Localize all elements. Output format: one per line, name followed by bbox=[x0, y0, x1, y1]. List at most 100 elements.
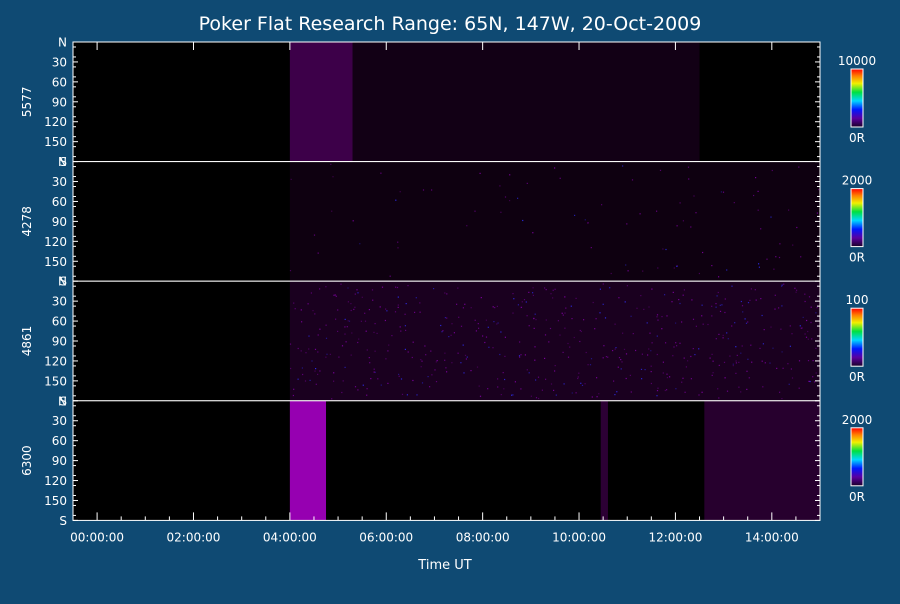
chart-title: Poker Flat Research Range: 65N, 147W, 20… bbox=[199, 13, 702, 35]
noise-speckle bbox=[411, 356, 413, 359]
noise-speckle bbox=[790, 368, 792, 370]
noise-speckle bbox=[642, 270, 644, 272]
noise-speckle bbox=[350, 309, 352, 312]
noise-speckle bbox=[640, 295, 642, 297]
noise-speckle bbox=[420, 366, 422, 368]
noise-speckle bbox=[781, 285, 783, 287]
noise-speckle bbox=[692, 348, 694, 350]
x-axis-label: Time UT bbox=[417, 558, 471, 573]
noise-speckle bbox=[701, 315, 703, 317]
x-tick-label: 12:00:00 bbox=[648, 530, 702, 544]
noise-speckle bbox=[376, 332, 378, 334]
noise-speckle bbox=[741, 345, 743, 347]
noise-speckle bbox=[337, 330, 339, 332]
panel-label-5577: 5577 bbox=[20, 87, 34, 118]
noise-speckle bbox=[562, 314, 564, 316]
noise-speckle bbox=[517, 197, 519, 199]
noise-speckle bbox=[293, 388, 295, 390]
emission-band-1 bbox=[352, 42, 700, 162]
panel-4278: N 30 60 90 120 150 S 4278 bbox=[20, 155, 821, 289]
noise-speckle bbox=[622, 165, 624, 167]
noise-speckle bbox=[613, 380, 615, 382]
noise-speckle bbox=[701, 304, 703, 306]
noise-speckle bbox=[735, 362, 737, 364]
noise-speckle bbox=[702, 251, 704, 254]
noise-speckle bbox=[807, 338, 809, 340]
noise-speckle bbox=[317, 351, 319, 353]
noise-speckle bbox=[535, 379, 537, 381]
noise-speckle bbox=[356, 289, 358, 291]
noise-speckle bbox=[574, 214, 576, 216]
noise-speckle bbox=[314, 370, 316, 372]
noise-speckle bbox=[679, 342, 681, 344]
noise-speckle bbox=[651, 288, 653, 290]
noise-speckle bbox=[626, 285, 628, 287]
noise-speckle bbox=[487, 326, 489, 328]
noise-speckle bbox=[694, 354, 696, 356]
noise-speckle bbox=[554, 167, 556, 169]
noise-speckle bbox=[781, 305, 783, 307]
x-tick-label: 02:00:00 bbox=[167, 530, 221, 544]
noise-speckle bbox=[816, 212, 818, 214]
noise-speckle bbox=[380, 384, 382, 386]
noise-speckle bbox=[758, 263, 760, 265]
noise-speckle bbox=[758, 266, 760, 268]
noise-speckle bbox=[325, 356, 327, 358]
noise-speckle bbox=[795, 291, 797, 293]
noise-speckle bbox=[769, 362, 771, 364]
noise-speckle bbox=[528, 372, 530, 374]
noise-speckle bbox=[325, 286, 327, 288]
noise-speckle bbox=[804, 300, 806, 303]
noise-speckle bbox=[729, 355, 731, 357]
noise-speckle bbox=[341, 391, 343, 394]
noise-speckle bbox=[554, 288, 556, 290]
noise-speckle bbox=[504, 378, 506, 381]
noise-speckle bbox=[715, 306, 717, 308]
x-tick-label: 06:00:00 bbox=[359, 530, 413, 544]
noise-speckle bbox=[602, 303, 604, 305]
panel-background bbox=[73, 42, 820, 162]
noise-speckle bbox=[748, 377, 750, 379]
noise-speckle bbox=[810, 306, 812, 308]
noise-speckle bbox=[319, 328, 321, 330]
noise-speckle bbox=[365, 330, 367, 332]
noise-speckle bbox=[719, 310, 722, 312]
noise-speckle bbox=[433, 288, 435, 290]
noise-speckle bbox=[497, 386, 499, 388]
noise-speckle bbox=[350, 354, 352, 356]
noise-speckle bbox=[798, 387, 800, 389]
y-tick-label: N bbox=[58, 394, 67, 408]
noise-speckle bbox=[740, 352, 742, 354]
noise-speckle bbox=[707, 323, 709, 326]
noise-speckle bbox=[548, 341, 550, 343]
panel-background bbox=[73, 161, 820, 282]
noise-speckle bbox=[422, 189, 425, 191]
noise-speckle bbox=[544, 287, 546, 289]
noise-speckle bbox=[776, 367, 778, 369]
noise-speckle bbox=[750, 344, 752, 346]
noise-speckle bbox=[387, 382, 389, 384]
noise-speckle bbox=[372, 299, 374, 301]
noise-speckle bbox=[664, 389, 666, 392]
noise-speckle bbox=[630, 391, 632, 393]
colorbar-4861: 100 0R bbox=[846, 293, 869, 384]
noise-speckle bbox=[564, 296, 566, 298]
noise-speckle bbox=[482, 335, 484, 337]
noise-speckle bbox=[618, 357, 621, 359]
colorbar-5577: 10000 0R bbox=[838, 54, 876, 145]
noise-speckle bbox=[431, 374, 433, 376]
panel-5577: N 30 60 90 120 150 S 5577 bbox=[20, 36, 821, 169]
noise-speckle bbox=[526, 369, 528, 371]
noise-speckle bbox=[424, 345, 426, 347]
noise-speckle bbox=[354, 386, 357, 388]
noise-speckle bbox=[796, 226, 798, 229]
noise-speckle bbox=[755, 177, 757, 179]
noise-speckle bbox=[685, 366, 687, 368]
noise-speckle bbox=[675, 342, 677, 344]
noise-speckle bbox=[325, 337, 328, 339]
noise-speckle bbox=[304, 380, 307, 382]
noise-speckle bbox=[798, 166, 800, 168]
noise-speckle bbox=[711, 265, 713, 267]
noise-speckle bbox=[679, 302, 681, 305]
noise-speckle bbox=[695, 325, 697, 327]
